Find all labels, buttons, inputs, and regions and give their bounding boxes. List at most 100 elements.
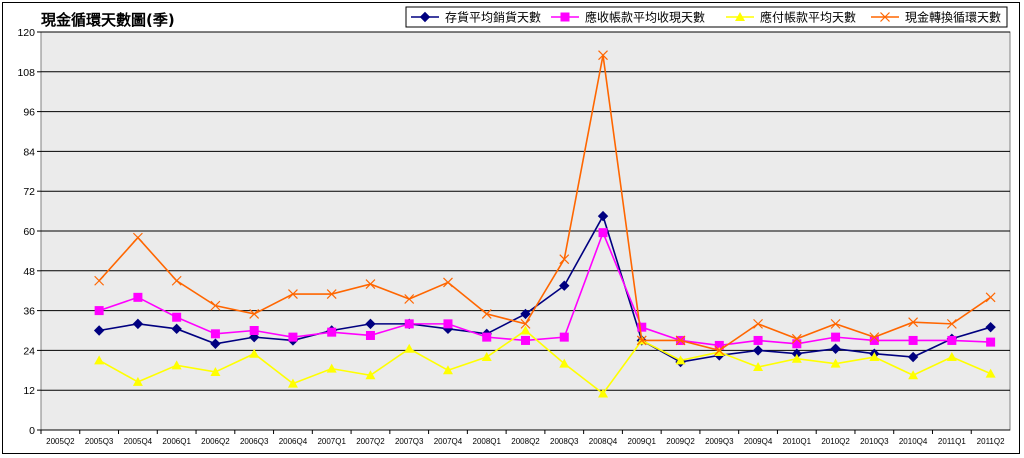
y-tick-label: 60: [23, 226, 35, 238]
data-point-diamond: [559, 280, 570, 291]
legend-label: 現金轉換循環天數: [905, 10, 1001, 25]
data-point-triangle: [735, 12, 745, 21]
data-point-x: [443, 277, 453, 288]
x-tick-label: 2007Q2: [356, 437, 385, 446]
data-point-square: [560, 12, 570, 22]
x-tick-label: 2010Q3: [860, 437, 889, 446]
y-tick-label: 84: [23, 146, 35, 158]
data-point-x: [171, 275, 182, 286]
data-point-x: [249, 308, 260, 319]
data-point-triangle: [869, 352, 880, 362]
data-point-x: [132, 232, 143, 243]
series-line: [98, 55, 992, 352]
x-tick-label: 2005Q4: [124, 437, 153, 446]
y-tick-label: 48: [23, 266, 35, 278]
data-point-square: [831, 332, 841, 342]
legend-entry: 存貨平均銷貨天數: [411, 10, 541, 25]
data-point-x: [94, 275, 105, 286]
x-tick-label: 2006Q1: [162, 437, 191, 446]
x-tick-label: 2007Q1: [317, 437, 346, 446]
data-point-diamond: [93, 325, 105, 336]
data-point-triangle: [520, 325, 531, 335]
legend-label: 應收帳款平均收現天數: [585, 10, 705, 25]
data-point-square: [521, 335, 530, 345]
x-tick-label: 2010Q2: [821, 437, 850, 446]
grid-lines: [41, 31, 1010, 391]
data-point-square: [288, 332, 298, 342]
data-point-x: [404, 294, 415, 304]
data-point-x: [288, 289, 298, 299]
data-point-square: [249, 326, 259, 335]
data-point-diamond: [520, 308, 531, 320]
data-point-triangle: [365, 370, 376, 380]
data-point-x: [753, 318, 763, 329]
data-point-square: [94, 306, 104, 316]
x-tick-label: 2007Q3: [395, 437, 424, 446]
data-point-x: [908, 317, 919, 328]
data-point-diamond: [985, 321, 996, 333]
data-point-diamond: [171, 323, 182, 335]
x-tick-label: 2010Q1: [783, 437, 812, 446]
y-tick-label: 120: [17, 27, 35, 39]
x-axis-ticks: 2005Q2 2005Q3 2005Q4 2006Q1 2006Q2 2006Q3 2006…: [40, 429, 1010, 446]
data-point-triangle: [830, 358, 841, 368]
y-tick-label: 96: [23, 107, 35, 119]
data-point-square: [482, 332, 492, 342]
data-point-x: [636, 335, 647, 346]
data-point-x: [946, 318, 957, 329]
data-point-square: [714, 340, 724, 350]
legend: 存貨平均銷貨天數 應收帳款平均收現天數 應付帳款平均天數 現金轉換循環天數: [405, 6, 1008, 28]
data-point-x: [869, 332, 880, 343]
data-point-triangle: [287, 378, 298, 388]
data-point-triangle: [404, 343, 415, 353]
data-point-square: [598, 228, 608, 238]
x-tick-label: 2009Q2: [666, 437, 695, 446]
data-point-x: [210, 300, 221, 311]
data-point-x: [830, 318, 841, 329]
data-point-triangle: [171, 360, 182, 370]
legend-entry: 應付帳款平均天數: [726, 10, 856, 25]
x-tick-label: 2008Q2: [511, 437, 540, 446]
data-point-square: [637, 322, 647, 332]
x-tick-label: 2009Q4: [744, 437, 773, 446]
x-tick-label: 2011Q1: [938, 437, 966, 446]
data-point-square: [792, 339, 802, 349]
data-point-triangle: [481, 352, 492, 362]
series-layer: [93, 50, 996, 398]
series-line: [98, 230, 991, 347]
series-line: [98, 329, 991, 395]
data-point-diamond: [597, 210, 609, 222]
data-point-x: [520, 318, 531, 329]
x-tick-label: 2008Q4: [589, 437, 618, 446]
y-tick-label: 24: [23, 345, 35, 357]
x-tick-label: 2008Q1: [473, 437, 502, 446]
data-point-x: [791, 333, 802, 344]
data-point-square: [133, 292, 143, 302]
series-4: [94, 50, 996, 356]
x-tick-label: 2005Q2: [46, 437, 75, 446]
data-point-x: [985, 292, 996, 303]
x-tick-label: 2010Q4: [899, 437, 928, 446]
data-point-square: [210, 329, 220, 339]
y-tick-label: 0: [29, 425, 35, 437]
x-tick-label: 2006Q3: [240, 437, 269, 446]
data-point-triangle: [442, 365, 453, 375]
data-point-square: [947, 335, 957, 345]
data-point-square: [986, 337, 996, 347]
x-tick-label: 2006Q4: [279, 437, 308, 446]
data-point-diamond: [907, 351, 919, 363]
y-axis-ticks: 0 12 24 36 48 60 72 84 96 108 120: [17, 27, 41, 437]
data-point-triangle: [132, 376, 143, 386]
data-point-square: [559, 332, 569, 342]
data-point-diamond: [365, 318, 376, 330]
data-point-triangle: [714, 347, 725, 357]
data-point-triangle: [985, 368, 996, 378]
data-point-diamond: [830, 343, 841, 354]
data-point-square: [404, 319, 414, 329]
data-point-x: [559, 254, 570, 265]
legend-label: 應付帳款平均天數: [760, 10, 856, 25]
data-point-diamond: [132, 318, 144, 330]
y-tick-label: 72: [23, 186, 35, 198]
data-point-triangle: [210, 366, 221, 376]
x-tick-label: 2007Q4: [434, 437, 463, 446]
